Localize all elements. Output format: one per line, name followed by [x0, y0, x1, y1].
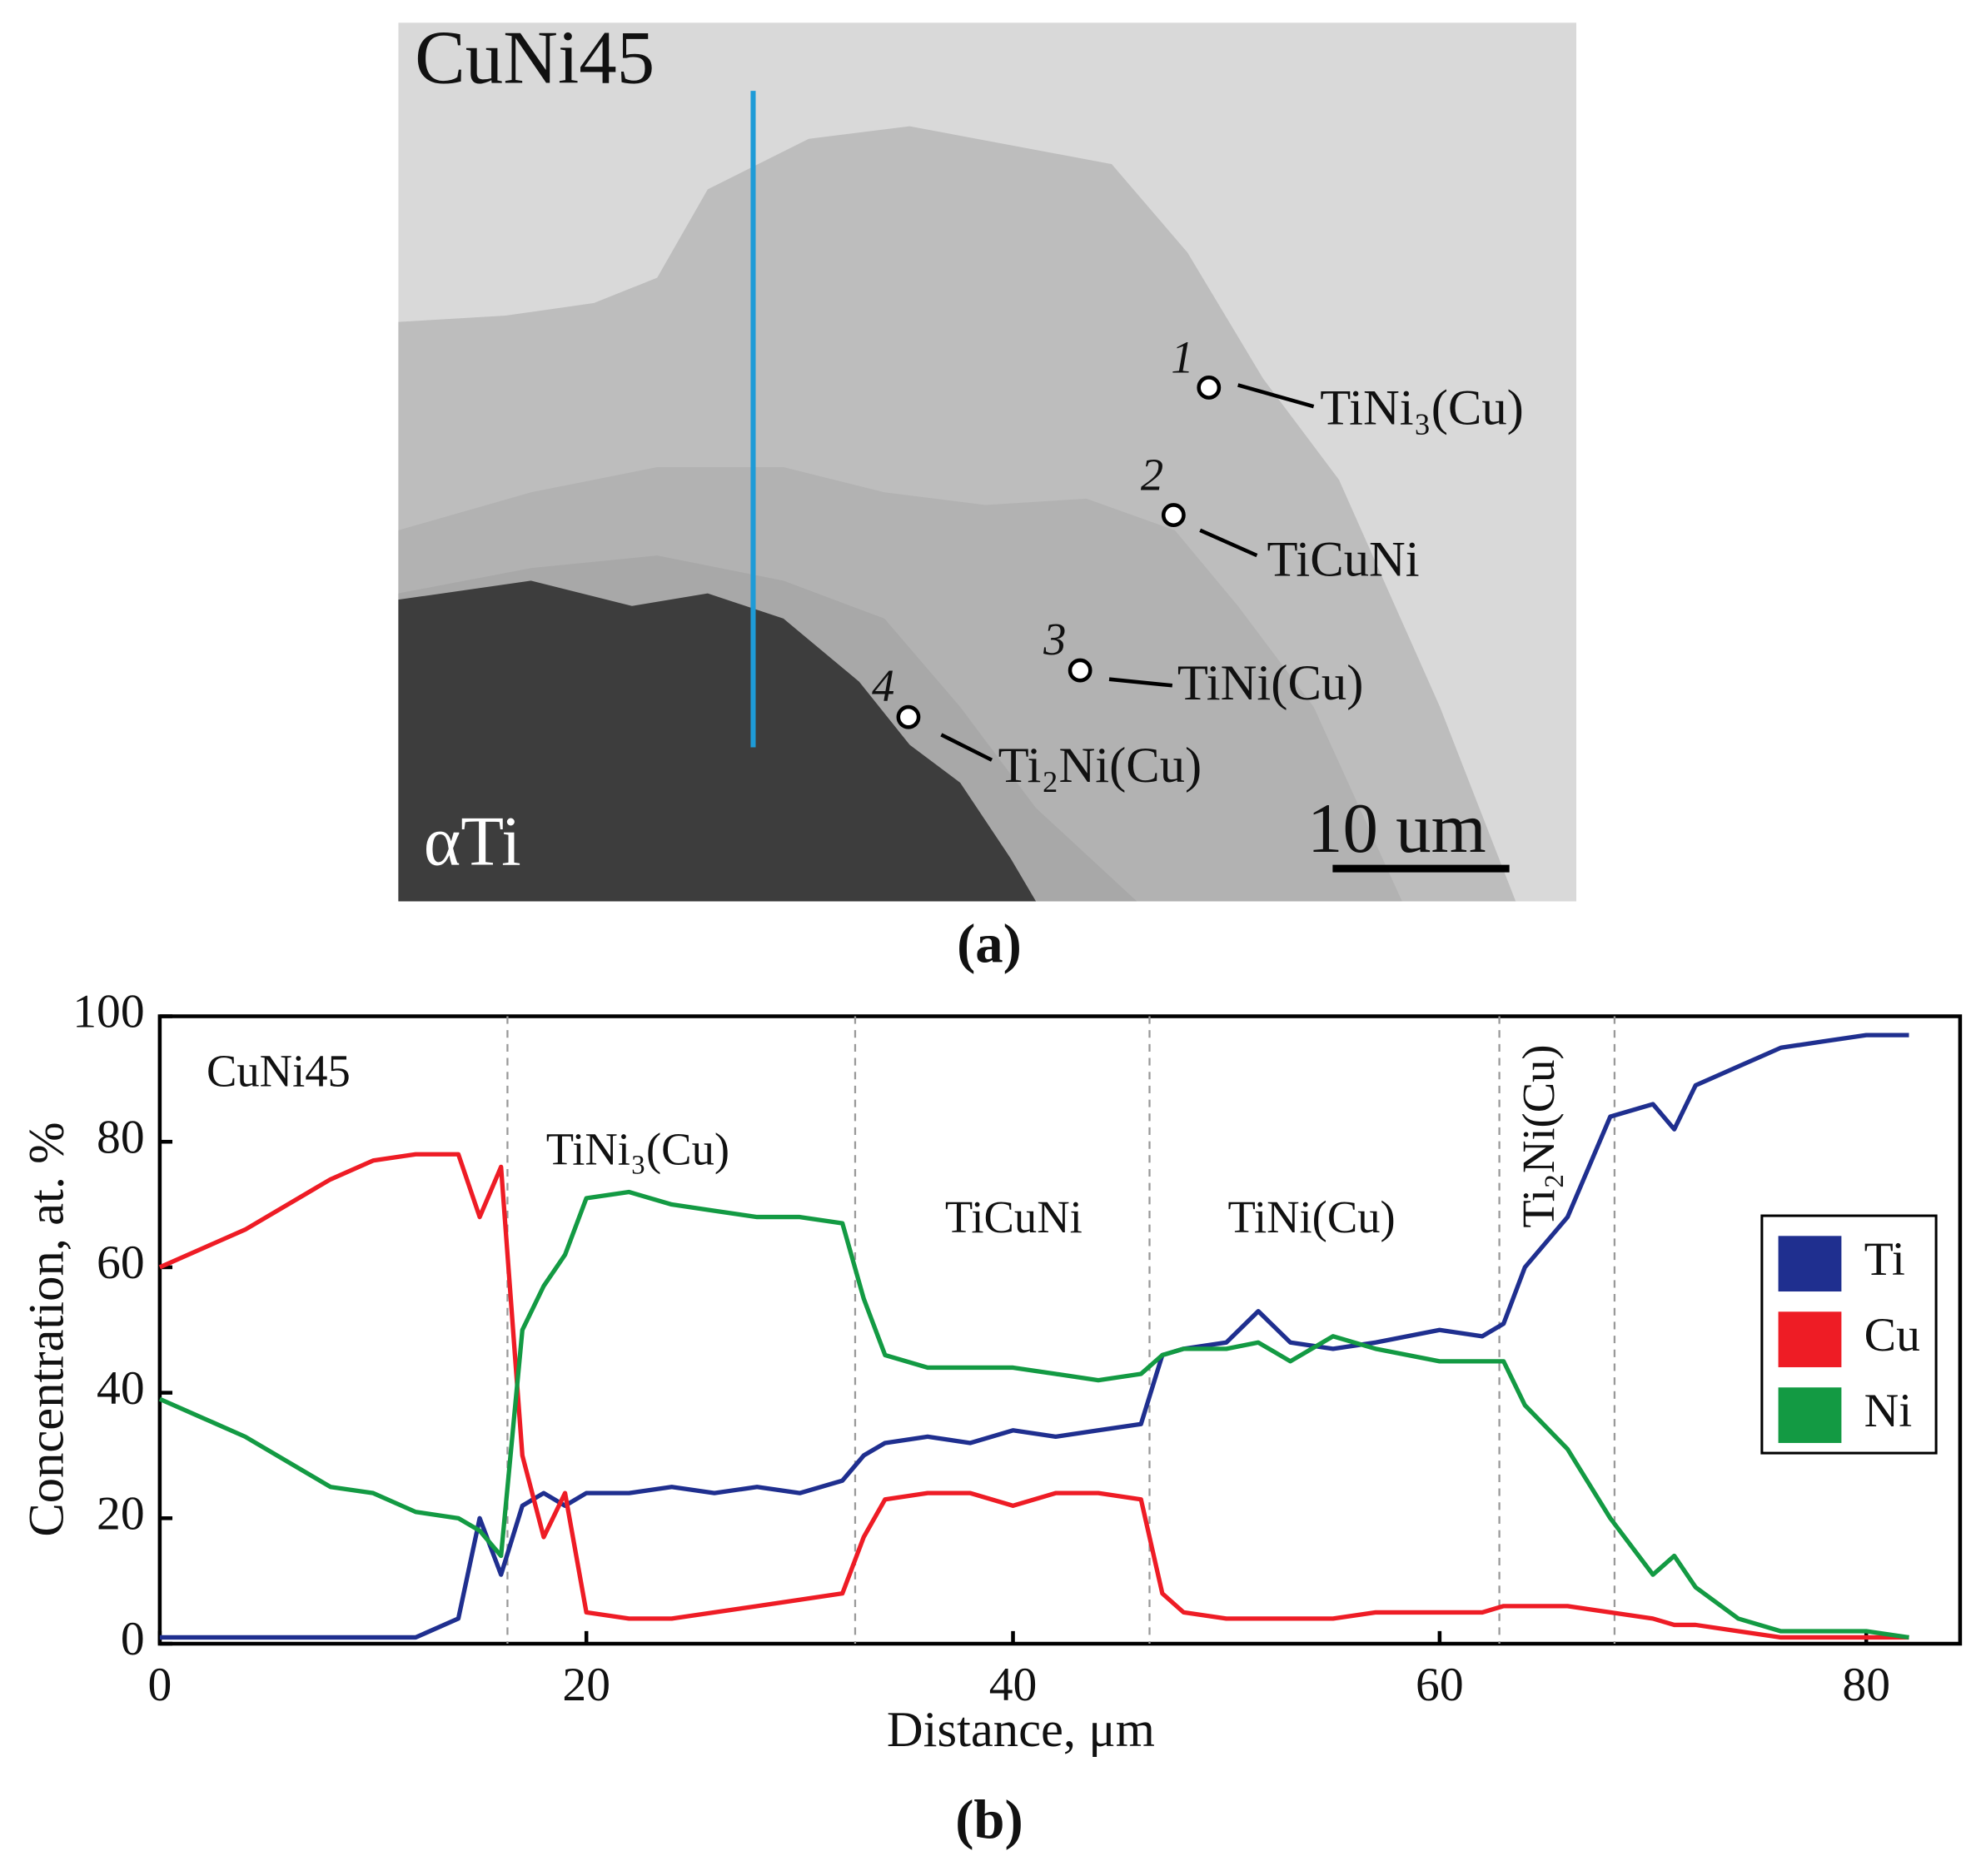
point-marker — [1068, 658, 1093, 683]
x-tick-label: 80 — [1842, 1659, 1890, 1711]
plot-frame — [157, 1014, 1963, 1646]
point-2: 2 TiCuNi — [1141, 450, 1420, 588]
legend-label: Ni — [1864, 1385, 1913, 1437]
point-4: 4 Ti₂Ni(Cu) — [872, 660, 1202, 794]
x-axis-label: Distance, μm — [887, 1702, 1155, 1758]
series-line — [158, 1189, 1909, 1640]
scale-label: 10 um — [1307, 789, 1486, 868]
arrow — [940, 733, 993, 762]
arrow — [1199, 528, 1258, 558]
x-tick-label: 0 — [147, 1659, 172, 1711]
substrate-label: αTi — [424, 802, 521, 880]
arrow — [1237, 383, 1315, 409]
point-3: 3 TiNi(Cu) — [1043, 614, 1363, 711]
legend-swatch — [1778, 1387, 1842, 1443]
point-1: 1 TiNi₃(Cu) — [1171, 332, 1524, 436]
legend-swatch — [1778, 1311, 1842, 1367]
point-number: 3 — [1043, 614, 1066, 664]
point-phase: TiCuNi — [1267, 532, 1420, 588]
region-label: TiNi₃(Cu) — [546, 1123, 729, 1174]
point-phase: TiNi(Cu) — [1177, 655, 1364, 711]
point-number: 1 — [1171, 332, 1193, 383]
x-tick-label: 60 — [1416, 1659, 1464, 1711]
y-tick-label: 40 — [97, 1362, 145, 1415]
alpha-ti — [398, 580, 1037, 902]
y-tick-label: 60 — [97, 1237, 145, 1289]
region-label: TiNi(Cu) — [1228, 1192, 1396, 1242]
series-line — [159, 1033, 1909, 1640]
legend-label: Cu — [1864, 1309, 1920, 1361]
region-label: TiCuNi — [945, 1192, 1083, 1242]
y-tick-label: 80 — [97, 1111, 145, 1163]
region-label: CuNi45 — [207, 1045, 351, 1096]
legend-label: Ti — [1864, 1233, 1905, 1286]
caption-a: (a) — [957, 913, 1022, 974]
point-number: 2 — [1141, 450, 1163, 500]
legend-swatch — [1778, 1236, 1842, 1292]
y-tick-label: 20 — [97, 1488, 145, 1540]
point-phase: Ti₂Ni(Cu) — [998, 738, 1202, 794]
point-marker — [1161, 503, 1186, 527]
y-axis-label: Concentration, at. % — [18, 1122, 74, 1536]
caption-b: (b) — [955, 1790, 1023, 1851]
point-number: 4 — [872, 660, 894, 711]
x-tick-label: 40 — [989, 1659, 1038, 1711]
y-tick-label: 100 — [72, 986, 144, 1038]
point-phase: TiNi₃(Cu) — [1320, 381, 1524, 436]
micrograph: CuNi45 αTi 10 um 1 TiNi₃(Cu) 2 TiCuNi 3 … — [398, 16, 1576, 902]
point-marker — [1197, 376, 1222, 400]
base-label: CuNi45 — [415, 16, 655, 100]
series-line — [158, 1152, 1909, 1640]
arrow — [1108, 677, 1173, 688]
point-marker — [896, 704, 921, 729]
region-label: Ti₂Ni(Cu) — [1513, 1044, 1564, 1227]
x-tick-label: 20 — [562, 1659, 610, 1711]
y-tick-label: 0 — [121, 1613, 145, 1665]
